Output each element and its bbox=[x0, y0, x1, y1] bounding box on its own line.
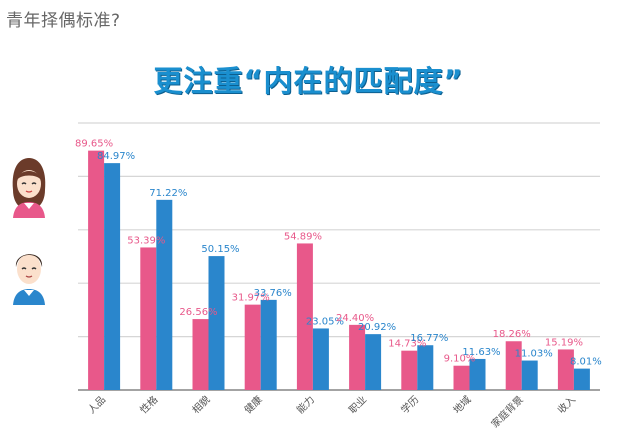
bar-series1 bbox=[244, 304, 261, 390]
value-label: 24.40% bbox=[336, 313, 374, 324]
bar-series2 bbox=[573, 368, 590, 390]
value-label: 54.89% bbox=[284, 231, 322, 242]
bars bbox=[88, 150, 590, 390]
value-label: 11.03% bbox=[515, 349, 553, 360]
value-label: 33.76% bbox=[254, 288, 292, 299]
value-label: 18.26% bbox=[493, 329, 531, 340]
x-tick-label: 地域 bbox=[450, 393, 473, 416]
bar-series2 bbox=[417, 345, 434, 390]
bar-series1 bbox=[557, 349, 574, 390]
bar-series2 bbox=[208, 256, 225, 390]
value-label: 26.56% bbox=[179, 307, 217, 318]
value-label: 16.77% bbox=[410, 333, 448, 344]
x-tick-label: 性格 bbox=[137, 393, 160, 416]
x-tick-label: 学历 bbox=[398, 393, 421, 416]
bar-series2 bbox=[104, 163, 121, 390]
bar-series2 bbox=[365, 334, 382, 390]
x-tick-label: 职业 bbox=[347, 394, 370, 417]
value-label: 8.01% bbox=[570, 357, 602, 368]
chart-title: 更注重“内在的匹配度” bbox=[153, 64, 464, 98]
value-label: 31.97% bbox=[232, 293, 270, 304]
x-tick-labels: 人品 性格 相貌 健康 能力 职业 学历 地域 家庭背景 收入 bbox=[86, 393, 578, 430]
x-tick-label: 相貌 bbox=[189, 393, 212, 416]
woman-avatar-icon bbox=[12, 158, 46, 218]
bar-series2 bbox=[260, 299, 277, 390]
bar-series1 bbox=[140, 247, 157, 390]
value-label: 14.73% bbox=[388, 339, 426, 350]
bar-series2 bbox=[156, 199, 173, 390]
value-label: 53.39% bbox=[127, 235, 165, 246]
bar-series2 bbox=[312, 328, 329, 390]
x-tick-label: 家庭背景 bbox=[488, 393, 525, 430]
value-label: 9.10% bbox=[444, 354, 476, 365]
bar-series1 bbox=[453, 365, 470, 390]
page-heading: 青年择偶标准? bbox=[6, 11, 121, 31]
value-label: 15.19% bbox=[545, 337, 583, 348]
bar-series2 bbox=[469, 358, 486, 390]
bar-series1 bbox=[505, 341, 522, 390]
value-label: 50.15% bbox=[201, 244, 239, 255]
value-label: 89.65% bbox=[75, 139, 113, 150]
man-avatar-icon bbox=[13, 254, 45, 305]
value-label: 84.97% bbox=[97, 151, 135, 162]
bar-series2 bbox=[521, 360, 538, 390]
value-labels: 89.65%84.97% 53.39% 71.22% 26.56% 50.15% 31.9… bbox=[75, 139, 602, 368]
x-tick-label: 健康 bbox=[241, 393, 264, 416]
bar-series1 bbox=[401, 350, 418, 390]
x-tick-label: 收入 bbox=[555, 393, 578, 416]
bar-series1 bbox=[88, 150, 105, 390]
bar-series1 bbox=[296, 243, 313, 390]
x-tick-label: 人品 bbox=[86, 394, 109, 417]
bar-series1 bbox=[349, 324, 366, 390]
x-tick-label: 能力 bbox=[294, 393, 317, 416]
value-label: 20.92% bbox=[358, 322, 396, 333]
bar-series1 bbox=[192, 319, 209, 390]
value-label: 23.05% bbox=[306, 316, 344, 327]
value-label: 11.63% bbox=[462, 347, 500, 358]
value-label: 71.22% bbox=[149, 188, 187, 199]
